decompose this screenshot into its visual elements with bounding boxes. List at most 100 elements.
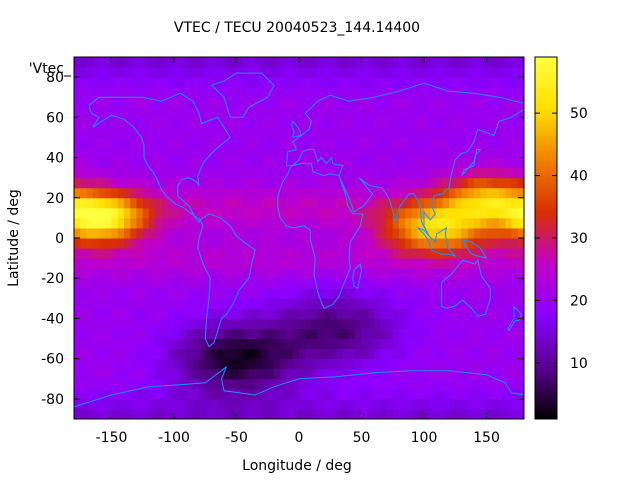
heatmap-cell <box>217 197 225 209</box>
heatmap-cell <box>249 147 256 159</box>
heatmap-cell <box>242 288 250 299</box>
heatmap-cell <box>467 107 475 118</box>
heatmap-cell <box>280 77 287 88</box>
heatmap-cell <box>417 67 425 78</box>
heatmap-cell <box>130 57 137 68</box>
heatmap-cell <box>186 268 194 279</box>
heatmap-cell <box>461 348 469 360</box>
heatmap-cell <box>274 278 281 289</box>
heatmap-cell <box>336 378 344 390</box>
heatmap-cell <box>311 328 319 340</box>
heatmap-cell <box>511 87 519 98</box>
heatmap-cell <box>361 278 369 289</box>
heatmap-cell <box>92 227 100 239</box>
heatmap-cell <box>317 77 325 88</box>
heatmap-cell <box>492 408 500 420</box>
heatmap-cell <box>261 127 269 138</box>
heatmap-cell <box>480 318 487 329</box>
heatmap-cell <box>167 328 175 340</box>
heatmap-cell <box>155 258 162 269</box>
heatmap-cell <box>430 288 437 299</box>
heatmap-cell <box>411 278 419 289</box>
heatmap-cell <box>124 338 131 350</box>
heatmap-cell <box>111 187 119 199</box>
heatmap-cell <box>230 77 237 88</box>
heatmap-cell <box>186 177 194 189</box>
heatmap-cell <box>386 288 394 299</box>
heatmap-cell <box>267 107 275 118</box>
heatmap-cell <box>299 107 306 118</box>
heatmap-cell <box>199 97 206 108</box>
heatmap-cell <box>255 67 262 78</box>
heatmap-cell <box>80 408 87 420</box>
heatmap-cell <box>192 127 200 138</box>
heatmap-cell <box>342 167 350 179</box>
heatmap-cell <box>74 227 81 239</box>
heatmap-cell <box>442 398 450 410</box>
heatmap-cell <box>74 207 81 219</box>
heatmap-cell <box>305 217 312 229</box>
heatmap-cell <box>292 57 300 68</box>
heatmap-cell <box>180 318 187 329</box>
heatmap-cell <box>499 67 506 78</box>
heatmap-cell <box>380 248 387 259</box>
heatmap-cell <box>199 177 206 189</box>
heatmap-cell <box>242 207 250 219</box>
heatmap-cell <box>442 348 450 360</box>
heatmap-cell <box>349 238 356 249</box>
heatmap-cell <box>311 227 319 239</box>
heatmap-cell <box>186 97 194 108</box>
heatmap-cell <box>192 167 200 179</box>
heatmap-cell <box>499 288 506 299</box>
heatmap-cell <box>161 258 169 269</box>
heatmap-cell <box>230 318 237 329</box>
heatmap-cell <box>274 328 281 340</box>
heatmap-layer <box>74 57 525 420</box>
heatmap-cell <box>74 97 81 108</box>
heatmap-cell <box>367 127 375 138</box>
heatmap-cell <box>180 107 187 118</box>
heatmap-cell <box>499 238 506 249</box>
heatmap-cell <box>186 318 194 329</box>
heatmap-cell <box>80 338 87 350</box>
heatmap-cell <box>442 117 450 128</box>
heatmap-cell <box>330 107 337 118</box>
heatmap-cell <box>367 288 375 299</box>
heatmap-cell <box>224 107 231 118</box>
heatmap-cell <box>436 358 444 370</box>
heatmap-cell <box>436 338 444 350</box>
heatmap-cell <box>142 147 150 159</box>
heatmap-cell <box>86 388 94 400</box>
heatmap-cell <box>405 67 412 78</box>
heatmap-cell <box>424 167 431 179</box>
heatmap-cell <box>286 77 294 88</box>
heatmap-cell <box>261 308 269 319</box>
heatmap-cell <box>149 187 156 199</box>
heatmap-cell <box>349 408 356 420</box>
heatmap-cell <box>349 147 356 159</box>
heatmap-cell <box>417 197 425 209</box>
heatmap-cell <box>430 238 437 249</box>
heatmap-cell <box>392 137 400 148</box>
heatmap-cell <box>124 388 131 400</box>
heatmap-cell <box>417 298 425 309</box>
heatmap-cell <box>217 187 225 199</box>
heatmap-cell <box>317 298 325 309</box>
heatmap-cell <box>205 348 212 360</box>
heatmap-cell <box>436 207 444 219</box>
heatmap-cell <box>199 187 206 199</box>
heatmap-cell <box>192 268 200 279</box>
heatmap-cell <box>249 87 256 98</box>
heatmap-cell <box>399 147 406 159</box>
heatmap-cell <box>174 328 181 340</box>
heatmap-cell <box>249 217 256 229</box>
heatmap-cell <box>305 127 312 138</box>
heatmap-cell <box>242 358 250 370</box>
heatmap-cell <box>355 117 362 128</box>
heatmap-cell <box>249 137 256 148</box>
heatmap-cell <box>80 318 87 329</box>
heatmap-cell <box>305 227 312 239</box>
heatmap-cell <box>411 177 419 189</box>
heatmap-cell <box>449 217 456 229</box>
heatmap-cell <box>330 67 337 78</box>
